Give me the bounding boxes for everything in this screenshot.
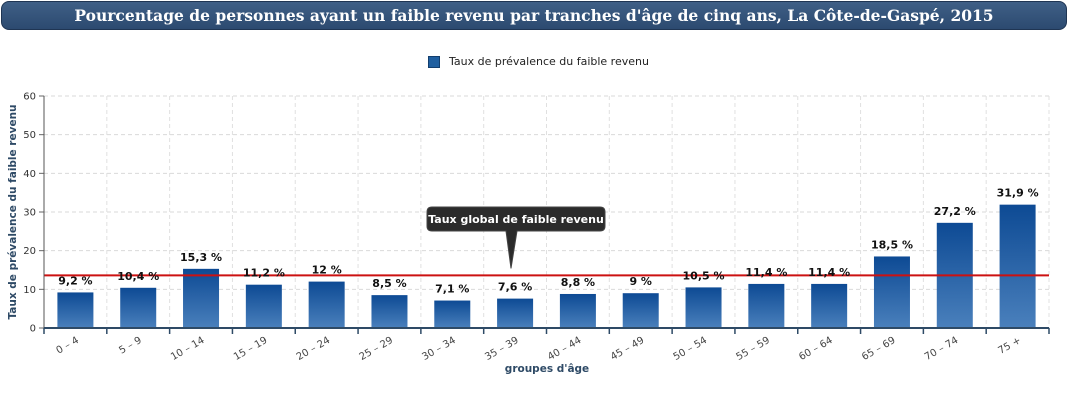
x-tick-label: 30 – 34	[420, 335, 457, 363]
data-label: 31,9 %	[997, 187, 1039, 200]
data-label: 18,5 %	[871, 238, 913, 251]
bar-layer	[57, 204, 1036, 328]
chart-title: Pourcentage de personnes ayant un faible…	[1, 1, 1067, 30]
y-tick-label: 20	[23, 246, 36, 257]
data-label: 7,1 %	[435, 283, 469, 296]
bar	[999, 204, 1036, 328]
bar	[685, 287, 722, 328]
data-label: 11,2 %	[243, 267, 285, 280]
y-axis-title: Taux de prévalence du faible revenu	[7, 104, 19, 319]
x-tick-label: 65 – 69	[860, 335, 897, 363]
x-tick-label: 55 – 59	[734, 335, 771, 363]
bar	[245, 284, 282, 328]
x-axis-title: groupes d'âge	[505, 363, 589, 375]
legend-swatch	[428, 55, 440, 68]
x-tick-label: 60 – 64	[797, 335, 834, 363]
x-tick-label: 75 +	[997, 335, 1024, 357]
data-label: 9 %	[629, 275, 652, 288]
x-tick-label: 45 – 49	[609, 335, 646, 363]
bar	[371, 295, 408, 328]
y-tick-label: 40	[23, 169, 36, 180]
bar	[811, 283, 848, 328]
x-tick-label: 20 – 24	[295, 335, 332, 363]
bar	[308, 281, 345, 328]
y-tick-label: 10	[23, 285, 36, 296]
bar	[497, 298, 534, 328]
x-tick-label: 40 – 44	[546, 335, 583, 363]
reference-layer: Taux global de faible revenu	[44, 206, 1049, 277]
bar	[120, 287, 157, 328]
bar	[434, 300, 471, 328]
data-label: 8,8 %	[561, 276, 595, 289]
bar	[183, 268, 220, 328]
x-tick-label: 25 – 29	[358, 335, 395, 363]
data-label: 11,4 %	[808, 266, 850, 279]
x-tick-label: 10 – 14	[169, 335, 206, 363]
y-tick-label: 0	[30, 324, 36, 335]
data-label: 12 %	[312, 264, 342, 277]
data-label: 10,5 %	[683, 269, 725, 282]
bar	[57, 292, 94, 328]
x-tick-label: 5 – 9	[117, 335, 143, 357]
y-tick-label: 30	[23, 208, 36, 219]
x-tick-label: 70 – 74	[923, 335, 960, 363]
label-layer: 9,2 % 10,4 % 15,3 % 11,2 % 12 % 8,5 % 7,1 % 7,6…	[58, 187, 1038, 296]
data-label: 8,5 %	[372, 277, 406, 290]
data-label: 7,6 %	[498, 281, 532, 294]
y-tick-label: 50	[23, 130, 36, 141]
data-label: 10,4 %	[117, 270, 159, 283]
x-tick-label: 15 – 19	[232, 335, 269, 363]
x-tick-label: 50 – 54	[672, 335, 709, 363]
bar	[873, 256, 910, 328]
reference-tooltip-text: Taux global de faible revenu	[428, 213, 604, 226]
data-label: 9,2 %	[58, 274, 92, 287]
bar	[622, 293, 659, 328]
reference-tooltip	[426, 206, 606, 269]
data-label: 15,3 %	[180, 251, 222, 264]
bar	[559, 293, 596, 328]
data-label: 27,2 %	[934, 205, 976, 218]
x-tick-label: 0 – 4	[55, 335, 81, 357]
bar	[748, 283, 785, 328]
data-label: 11,4 %	[745, 266, 787, 279]
y-tick-label: 60	[23, 92, 36, 103]
x-tick-label: 35 – 39	[483, 335, 520, 363]
legend-label: Taux de prévalence du faible revenu	[449, 55, 649, 68]
legend[interactable]: Taux de prévalence du faible revenu	[428, 55, 649, 68]
